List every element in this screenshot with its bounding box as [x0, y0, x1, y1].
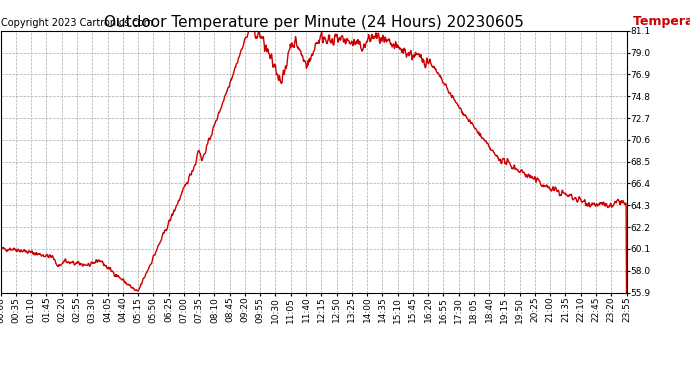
Title: Outdoor Temperature per Minute (24 Hours) 20230605: Outdoor Temperature per Minute (24 Hours… [104, 15, 524, 30]
Text: Copyright 2023 Cartronics.com: Copyright 2023 Cartronics.com [1, 18, 152, 28]
Text: Temperature  (°F): Temperature (°F) [633, 15, 690, 28]
